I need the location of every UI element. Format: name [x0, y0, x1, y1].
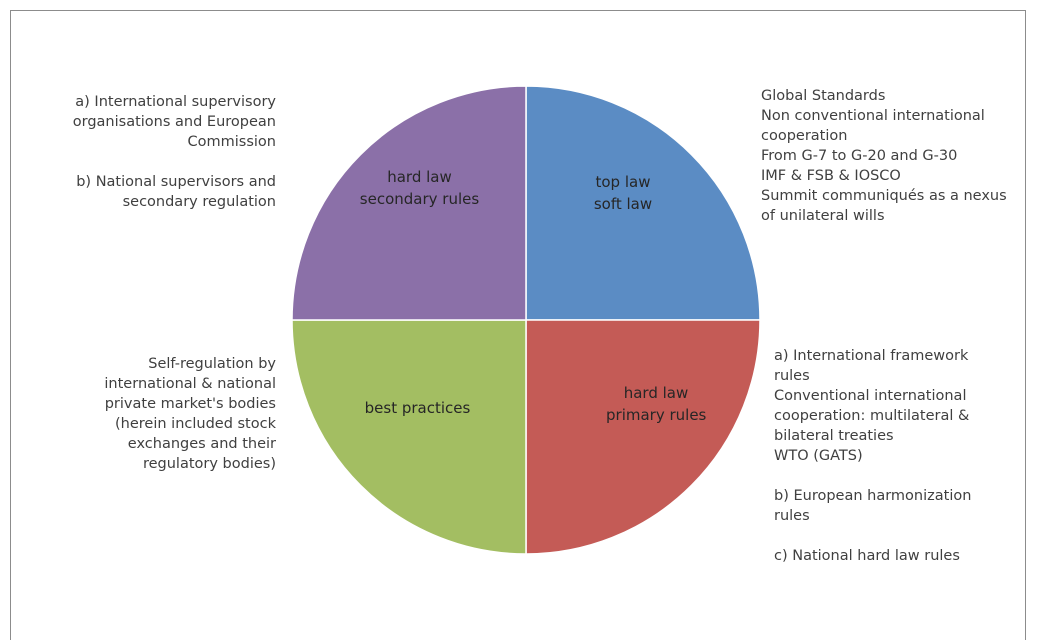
diagram-frame	[10, 10, 1026, 640]
label-line: secondary rules	[359, 190, 480, 208]
note-line: rules	[774, 508, 810, 524]
note-line: a) International supervisory	[75, 94, 276, 110]
label-line: soft law	[593, 195, 653, 213]
note-line: Commission	[187, 134, 276, 150]
quadrant-hard-law-secondary-rules	[291, 85, 527, 321]
note-line: IMF & FSB & IOSCO	[761, 168, 901, 184]
note-top-left: a) International supervisory organisatio…	[40, 92, 276, 212]
note-line: WTO (GATS)	[774, 448, 863, 464]
note-line: (herein included stock	[115, 416, 276, 432]
note-line: Non conventional international	[761, 108, 985, 124]
note-line: rules	[774, 368, 810, 384]
note-bottom-right: a) International framework rules Convent…	[774, 346, 1024, 566]
note-line: Summit communiqués as a nexus	[761, 188, 1007, 204]
note-line: international & national	[104, 376, 276, 392]
note-line: Global Standards	[761, 88, 886, 104]
note-top-right: Global Standards Non conventional intern…	[761, 86, 1031, 226]
label-line: top law	[595, 173, 651, 191]
quadrant-hard-law-primary-rules	[525, 319, 761, 555]
note-line: of unilateral wills	[761, 208, 885, 224]
label-best-practices: best practices	[355, 397, 480, 419]
label-line: primary rules	[606, 406, 707, 424]
note-line: secondary regulation	[122, 194, 276, 210]
note-line: Self-regulation by	[148, 356, 276, 372]
note-line: a) International framework	[774, 348, 969, 364]
note-line: c) National hard law rules	[774, 548, 960, 564]
label-hard-law-secondary-rules: hard law secondary rules	[352, 166, 487, 210]
label-line: best practices	[364, 399, 471, 417]
note-line: exchanges and their	[127, 436, 276, 452]
note-line: regulatory bodies)	[142, 456, 276, 472]
note-line: bilateral treaties	[774, 428, 894, 444]
note-line: private market's bodies	[104, 396, 276, 412]
label-line: hard law	[387, 168, 452, 186]
note-bottom-left: Self-regulation by international & natio…	[60, 354, 276, 474]
label-top-law-soft-law: top law soft law	[588, 171, 658, 215]
label-line: hard law	[623, 384, 689, 402]
quadrant-best-practices	[291, 319, 527, 555]
note-line: b) European harmonization	[774, 488, 972, 504]
note-line: From G-7 to G-20 and G-30	[761, 148, 958, 164]
note-line: cooperation	[761, 128, 848, 144]
note-line: Conventional international	[774, 388, 967, 404]
note-line: organisations and European	[72, 114, 276, 130]
label-hard-law-primary-rules: hard law primary rules	[606, 382, 706, 426]
note-line: b) National supervisors and	[76, 174, 276, 190]
quadrant-top-law-soft-law	[525, 85, 761, 321]
note-line: cooperation: multilateral &	[774, 408, 970, 424]
